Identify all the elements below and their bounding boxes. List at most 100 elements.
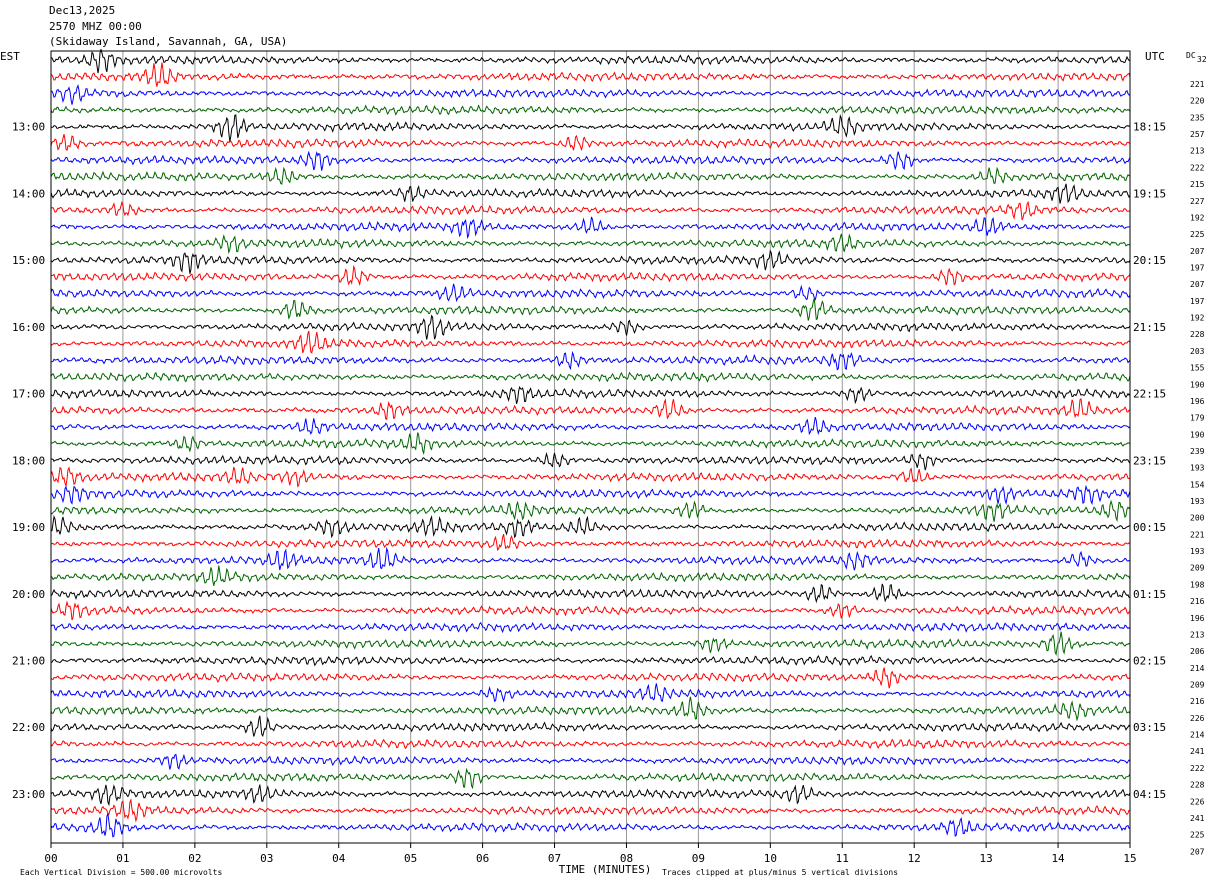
- dc-offset-label: 193: [1190, 547, 1205, 556]
- dc-offset-label: 206: [1190, 647, 1205, 656]
- dc-offset-label: 226: [1190, 797, 1205, 806]
- seismic-trace: [50, 621, 1131, 634]
- seismic-trace: [50, 683, 1131, 703]
- right-hour-label: 18:15: [1133, 121, 1166, 134]
- dc-offset-label: 207: [1190, 280, 1205, 289]
- x-tick-label: 07: [548, 852, 561, 865]
- seismic-trace: [51, 432, 1131, 456]
- dc-axis-title-value: 32: [1197, 55, 1207, 64]
- seismic-trace: [50, 104, 1131, 116]
- seismic-trace: [50, 314, 1131, 340]
- seismic-trace: [50, 385, 1131, 405]
- dc-offset-label: 216: [1190, 697, 1205, 706]
- left-hour-label: 17:00: [12, 388, 45, 401]
- dc-offset-label: 225: [1190, 831, 1205, 840]
- dc-offset-label: 215: [1190, 180, 1205, 189]
- x-tick-label: 09: [692, 852, 705, 865]
- dc-offset-label: 209: [1190, 564, 1205, 573]
- dc-offset-label: 192: [1190, 314, 1205, 323]
- right-hour-label: 23:15: [1133, 454, 1166, 467]
- dc-offset-label: 257: [1190, 130, 1205, 139]
- header-channel: 2570 MHZ 00:00: [49, 20, 142, 33]
- dc-offset-label: 222: [1190, 764, 1205, 773]
- seismic-trace: [50, 499, 1131, 523]
- x-tick-label: 06: [476, 852, 489, 865]
- seismic-trace: [50, 784, 1131, 807]
- grid-layer: [122, 51, 1059, 843]
- dc-offset-label: 213: [1190, 147, 1205, 156]
- x-tick-label: 14: [1051, 852, 1065, 865]
- x-tick-label: 04: [332, 852, 346, 865]
- seismic-trace: [50, 715, 1131, 737]
- x-tick-label: 10: [764, 852, 777, 865]
- seismic-trace: [50, 166, 1131, 185]
- footer-left-note: Each Vertical Division = 500.00 microvol…: [20, 868, 222, 877]
- label-layer: EST UTC DC 32 13:00 18:15 14:00 19:15 15:00 20:15…: [0, 50, 1207, 877]
- x-tick-label: 00: [44, 852, 57, 865]
- seismic-trace: [50, 183, 1131, 204]
- dc-offset-label: 193: [1190, 464, 1205, 473]
- dc-offset-label: 227: [1190, 197, 1205, 206]
- dc-offset-label: 193: [1190, 497, 1205, 506]
- seismic-trace: [50, 283, 1131, 303]
- seismic-trace: [50, 200, 1131, 221]
- dc-offset-label: 220: [1190, 97, 1205, 106]
- right-hour-label: 21:15: [1133, 321, 1166, 334]
- header-station: (Skidaway Island, Savannah, GA, USA): [49, 35, 288, 48]
- right-axis-title: UTC: [1145, 50, 1165, 63]
- seismic-trace: [51, 514, 1130, 539]
- seismic-trace: [50, 371, 1131, 383]
- right-hour-label: 01:15: [1133, 588, 1166, 601]
- seismic-trace: [50, 484, 1131, 506]
- dc-offset-label: 209: [1190, 681, 1205, 690]
- left-hour-label: 18:00: [12, 454, 45, 467]
- seismic-trace: [50, 654, 1131, 667]
- seismic-trace: [50, 565, 1131, 586]
- seismic-trace: [50, 83, 1131, 105]
- left-axis-title: EST: [0, 50, 20, 63]
- seismic-trace: [50, 533, 1131, 551]
- dc-offset-label: 214: [1190, 664, 1205, 673]
- left-hour-label: 15:00: [12, 254, 45, 267]
- dc-offset-label: 196: [1190, 614, 1205, 623]
- seismic-trace: [50, 113, 1131, 142]
- plot-frame: [50, 50, 1131, 844]
- dc-offset-label: 225: [1190, 230, 1205, 239]
- dc-offset-label: 203: [1190, 347, 1205, 356]
- dc-offset-label: 207: [1190, 847, 1205, 856]
- dc-offset-label: 196: [1190, 397, 1205, 406]
- seismic-trace: [50, 696, 1131, 722]
- x-tick-label: 15: [1123, 852, 1136, 865]
- seismic-trace: [50, 49, 1131, 74]
- right-hour-label: 03:15: [1133, 721, 1166, 734]
- dc-offset-label: 200: [1190, 514, 1205, 523]
- x-tick-label: 11: [836, 852, 849, 865]
- dc-offset-label: 198: [1190, 580, 1205, 589]
- right-hour-label: 19:15: [1133, 187, 1166, 200]
- dc-offset-label: 221: [1190, 530, 1205, 539]
- dc-offset-label: 197: [1190, 297, 1205, 306]
- dc-offset-label: 190: [1190, 430, 1205, 439]
- seismic-trace: [51, 767, 1131, 790]
- left-hour-label: 19:00: [12, 521, 45, 534]
- x-tick-label: 08: [620, 852, 633, 865]
- header-date: Dec13,2025: [49, 4, 116, 17]
- dc-offset-label: 190: [1190, 380, 1205, 389]
- dc-offset-label: 235: [1190, 113, 1205, 122]
- trace-layer: [50, 49, 1131, 838]
- seismic-trace: [50, 264, 1131, 287]
- x-axis-label: TIME (MINUTES): [559, 863, 652, 876]
- seismic-trace: [50, 813, 1131, 838]
- dc-offset-label: 154: [1190, 480, 1205, 489]
- left-hour-label: 20:00: [12, 588, 45, 601]
- seismic-trace: [50, 667, 1131, 689]
- seismic-trace: [50, 466, 1131, 488]
- seismic-trace: [50, 797, 1130, 823]
- right-hour-label: 00:15: [1133, 521, 1166, 534]
- dc-offset-label: 226: [1190, 714, 1205, 723]
- seismic-trace: [50, 150, 1131, 171]
- dc-offset-label: 216: [1190, 597, 1205, 606]
- dc-offset-label: 214: [1190, 731, 1205, 740]
- seismic-trace: [50, 62, 1131, 87]
- left-hour-label: 13:00: [12, 121, 45, 134]
